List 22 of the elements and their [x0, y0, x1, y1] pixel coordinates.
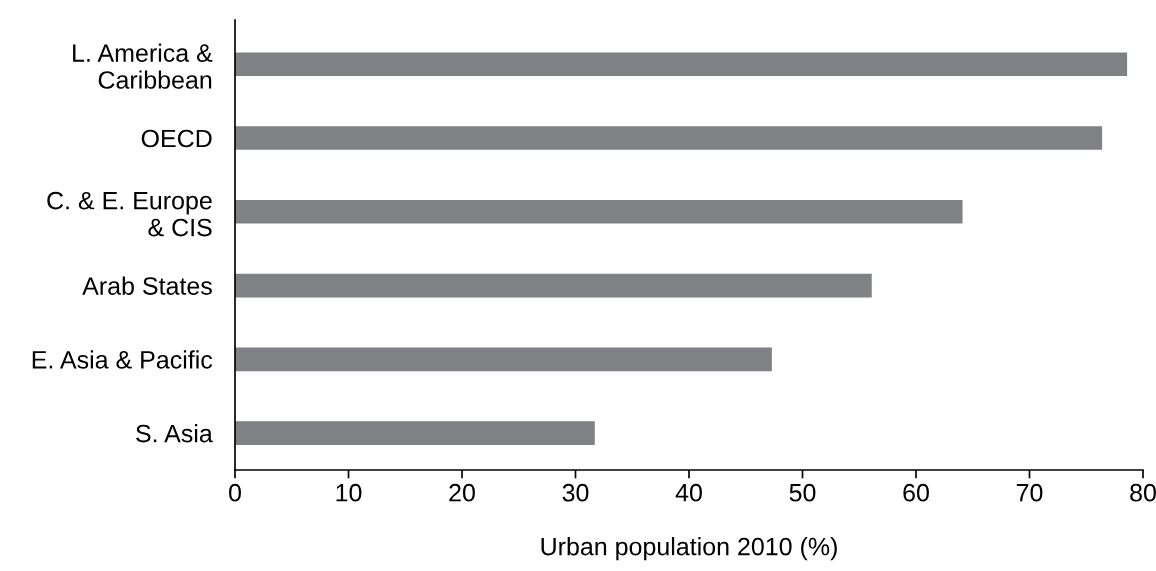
- x-axis-title: Urban population 2010 (%): [541, 537, 837, 561]
- x-tick-label: 0: [229, 483, 241, 502]
- x-tick-label: 30: [562, 483, 589, 502]
- bar: [235, 126, 1103, 150]
- y-tick-label: L. America & Caribbean: [73, 43, 213, 89]
- bar: [235, 200, 963, 224]
- y-tick-label: C. & E. Europe & CIS: [47, 191, 212, 237]
- y-tick-label: OECD: [141, 129, 212, 148]
- bar: [235, 421, 595, 445]
- bar: [235, 52, 1128, 77]
- y-tick-label: E. Asia & Pacific: [32, 350, 213, 369]
- y-tick-label: S. Asia: [136, 424, 213, 443]
- x-tick-label: 70: [1016, 483, 1043, 502]
- x-tick-label: 80: [1130, 483, 1156, 502]
- bar: [235, 273, 872, 298]
- x-tick-label: 10: [336, 483, 362, 502]
- x-tick-label: 50: [789, 483, 816, 502]
- y-tick-label: Arab States: [82, 276, 212, 295]
- x-tick-label: 60: [903, 483, 929, 502]
- x-tick-label: 40: [675, 483, 702, 502]
- x-tick-label: 20: [449, 483, 475, 502]
- bar: [235, 347, 772, 372]
